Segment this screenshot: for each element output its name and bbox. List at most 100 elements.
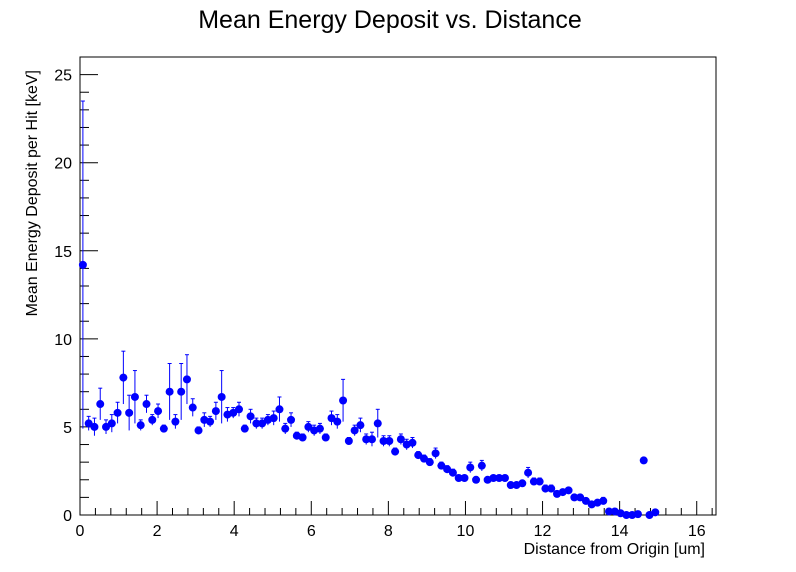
data-point: [298, 433, 307, 442]
data-point: [188, 403, 197, 412]
data-point: [570, 493, 579, 502]
data-point: [217, 392, 226, 401]
data-point: [182, 375, 191, 384]
y-tick-label: 25: [54, 68, 72, 85]
data-point: [385, 437, 394, 446]
y-tick-label: 10: [54, 332, 72, 349]
x-tick-label: 6: [307, 523, 316, 540]
data-point: [113, 408, 122, 417]
data-point: [356, 421, 365, 430]
data-point: [408, 438, 417, 447]
data-point: [448, 468, 457, 477]
data-point: [229, 408, 238, 417]
data-point: [246, 412, 255, 421]
data-point: [599, 496, 608, 505]
data-point: [148, 415, 157, 424]
data-point: [344, 437, 353, 446]
data-point: [529, 477, 538, 486]
data-point: [437, 461, 446, 470]
y-tick-label: 0: [63, 508, 72, 525]
data-point: [541, 484, 550, 493]
data-point: [379, 437, 388, 446]
data-point: [477, 461, 486, 470]
data-point: [136, 421, 145, 430]
data-point: [269, 414, 278, 423]
data-point: [315, 424, 324, 433]
y-axis-ticks: [80, 56, 98, 516]
data-point: [391, 447, 400, 456]
data-point: [206, 417, 215, 426]
data-point: [258, 419, 267, 428]
data-point: [240, 424, 249, 433]
x-tick-label: 4: [230, 523, 239, 540]
data-point: [425, 458, 434, 467]
x-tick-label: 0: [76, 523, 85, 540]
x-tick-label: 10: [457, 523, 475, 540]
data-point: [581, 496, 590, 505]
data-point: [443, 465, 452, 474]
data-point: [605, 507, 614, 516]
data-point: [367, 435, 376, 444]
y-axis-tick-labels: 0 5 10 15 20 25: [54, 68, 72, 525]
data-point: [576, 493, 585, 502]
data-point: [96, 400, 105, 409]
data-point: [495, 474, 504, 483]
data-point: [350, 426, 359, 435]
data-point: [396, 435, 405, 444]
data-point: [107, 419, 116, 428]
data-point: [194, 426, 203, 435]
x-tick-label: 8: [384, 523, 393, 540]
data-point: [472, 475, 481, 484]
data-point: [119, 373, 128, 382]
data-point: [431, 449, 440, 458]
data-point: [177, 387, 186, 396]
data-point: [651, 508, 660, 517]
data-point: [373, 419, 382, 428]
data-point: [252, 419, 261, 428]
data-point: [165, 387, 174, 396]
data-point: [171, 417, 180, 426]
data-point: [304, 422, 313, 431]
data-point: [414, 451, 423, 460]
data-point: [321, 433, 330, 442]
data-point: [130, 392, 139, 401]
data-point: [500, 474, 509, 483]
data-point: [84, 419, 93, 428]
x-tick-label: 16: [688, 523, 706, 540]
data-point: [547, 484, 556, 493]
data-point: [333, 417, 342, 426]
data-point: [102, 422, 111, 431]
data-point: [159, 424, 168, 433]
y-tick-label: 20: [54, 156, 72, 173]
x-axis-label: Distance from Origin [um]: [524, 541, 705, 558]
data-point: [211, 407, 220, 416]
x-axis-tick-labels: 0 2 4 6 8 10 12 14 16: [76, 523, 706, 540]
data-point: [454, 474, 463, 483]
data-point: [506, 481, 515, 490]
data-point: [287, 415, 296, 424]
x-tick-label: 12: [534, 523, 552, 540]
data-points: [78, 260, 660, 519]
y-tick-label: 5: [63, 420, 72, 437]
data-point: [339, 396, 348, 405]
data-point: [78, 260, 87, 269]
data-point: [327, 414, 336, 423]
x-tick-label: 14: [611, 523, 629, 540]
data-point: [281, 424, 290, 433]
data-point: [362, 435, 371, 444]
data-point: [90, 422, 99, 431]
data-point: [275, 405, 284, 414]
x-tick-label: 2: [153, 523, 162, 540]
data-point: [142, 400, 151, 409]
data-point: [524, 468, 533, 477]
data-point: [622, 511, 631, 519]
data-point: [518, 479, 527, 488]
y-axis-label: Mean Energy Deposit per Hit [keV]: [24, 70, 41, 316]
data-point: [489, 474, 498, 483]
data-point: [154, 407, 163, 416]
data-point: [235, 405, 243, 414]
data-point: [633, 510, 642, 519]
data-point: [639, 456, 648, 465]
